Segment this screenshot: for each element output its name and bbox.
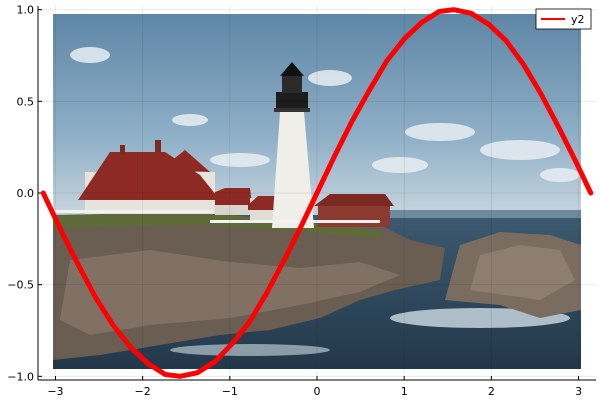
y-tick-label-0: −1.0 (7, 370, 34, 383)
legend-label-y2: y2 (571, 13, 585, 26)
series-layer (40, 7, 594, 379)
x-tick-label-5: 2 (488, 385, 495, 398)
background-photo (53, 14, 581, 369)
y-tick-label-4: 1.0 (17, 4, 35, 17)
y-tick-label-2: 0.0 (17, 187, 35, 200)
x-tick-label-2: −1 (222, 385, 238, 398)
legend: y2 (535, 8, 592, 30)
x-tick-label-4: 1 (401, 385, 408, 398)
y-tick-label-1: −0.5 (7, 279, 34, 292)
x-tick-label-1: −2 (135, 385, 151, 398)
lighthouse (272, 62, 314, 228)
x-tick-label-6: 3 (575, 385, 582, 398)
x-tick-label-0: −3 (47, 385, 63, 398)
clouds (70, 47, 580, 182)
x-ticks: −3 −2 −1 0 1 2 3 (47, 376, 582, 398)
series-line-y2 (40, 7, 594, 379)
x-tick-label-3: 0 (314, 385, 321, 398)
y-ticks: −1.0 −0.5 0.0 0.5 1.0 (7, 4, 42, 383)
y-tick-label-3: 0.5 (17, 95, 35, 108)
